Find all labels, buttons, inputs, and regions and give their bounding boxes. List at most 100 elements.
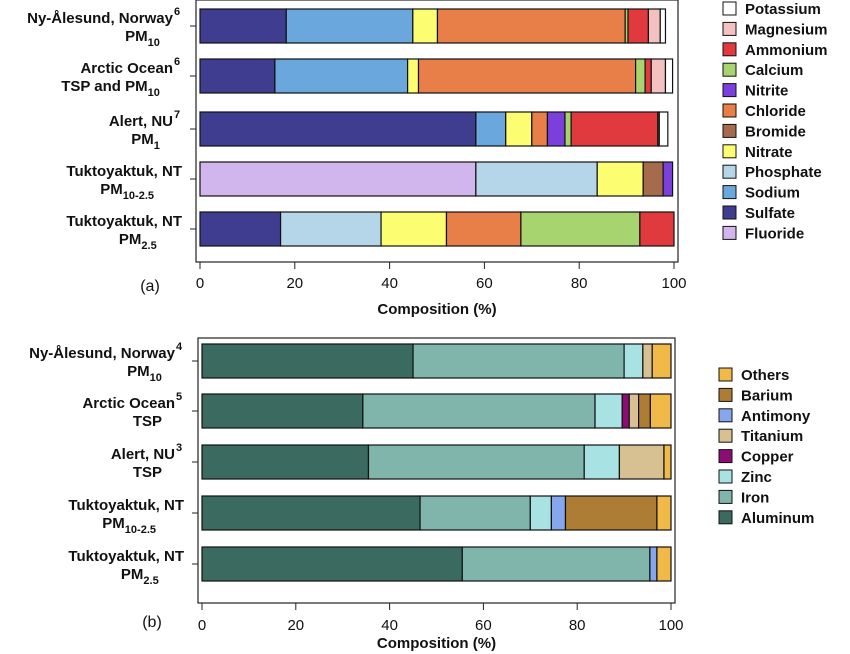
bar-segment-potassium xyxy=(664,58,674,94)
category-label-line2: PM xyxy=(102,515,125,532)
category-label-line1: Tuktoyaktuk, NT xyxy=(68,548,184,565)
category-label-subscript: 10 xyxy=(150,372,162,384)
legend-label-sodium: Sodium xyxy=(745,185,800,202)
legend-label-nitrite: Nitrite xyxy=(745,83,788,100)
bar-segment-aluminum xyxy=(201,343,414,379)
bar-segment-sodium xyxy=(475,111,507,147)
legend-label-zinc: Zinc xyxy=(741,469,772,486)
legend-swatch-chloride xyxy=(722,103,737,118)
bar-segment-aluminum xyxy=(201,495,421,531)
category-label-subscript: 10-2.5 xyxy=(123,190,154,202)
legend-swatch-fluoride xyxy=(722,225,737,240)
legend-swatch-antimony xyxy=(718,408,733,423)
legend-swatch-barium xyxy=(718,387,733,402)
bar-segment-iron xyxy=(412,343,625,379)
bar-segment-antimony xyxy=(550,495,567,531)
bar-segment-iron xyxy=(419,495,531,531)
x-tick-label: 100 xyxy=(661,275,686,292)
bar-segment-zinc xyxy=(529,495,553,531)
bar-segment-sulfate xyxy=(199,58,276,94)
category-label-line1: Tuktoyaktuk, NT xyxy=(66,213,182,230)
legend-swatch-titanium xyxy=(718,428,733,443)
x-tick-label: 60 xyxy=(476,275,493,292)
x-axis-title: Composition (%) xyxy=(377,301,496,318)
bar-segment-nitrate xyxy=(380,211,448,247)
legend-label-ammonium: Ammonium xyxy=(745,42,828,59)
x-tick-label: 0 xyxy=(198,617,206,634)
bar-segment-nitrate xyxy=(407,58,420,94)
plot-frame xyxy=(195,0,679,263)
category-label-line2: PM xyxy=(100,181,123,198)
bar-segment-sodium xyxy=(274,58,409,94)
x-tick-label: 0 xyxy=(196,275,204,292)
category-label-superscript: 4 xyxy=(176,341,183,353)
bar-segment-chloride xyxy=(445,211,522,247)
category-label-superscript: 7 xyxy=(174,109,180,121)
category-label-line1: Tuktoyaktuk, NT xyxy=(68,497,184,514)
bar-segment-chloride xyxy=(436,8,626,44)
bar-segment-phosphate xyxy=(279,211,382,247)
bar-segment-sulfate xyxy=(199,8,287,44)
bar-segment-others xyxy=(663,444,672,480)
bar-segment-calcium xyxy=(520,211,641,247)
bar-segment-aluminum xyxy=(201,393,364,429)
legend-swatch-aluminum xyxy=(718,510,733,525)
bar-segment-chloride xyxy=(417,58,637,94)
panel-label: (a) xyxy=(140,278,160,295)
legend-swatch-sulfate xyxy=(722,205,737,220)
x-tick-label: 40 xyxy=(381,275,398,292)
category-label-subscript: 10 xyxy=(148,37,160,49)
x-tick-label: 20 xyxy=(286,275,303,292)
category-label-subscript: 1 xyxy=(154,140,160,152)
bar-segment-magnesium xyxy=(650,58,667,94)
legend-label-aluminum: Aluminum xyxy=(741,510,814,527)
legend-label-titanium: Titanium xyxy=(741,428,803,445)
category-label-superscript: 6 xyxy=(174,56,180,68)
legend-label-barium: Barium xyxy=(741,387,793,404)
legend-swatch-sodium xyxy=(722,185,737,200)
panel-b: 0 20 40 60 80 100 Composition (%) (b) Ny-Ålesund… xyxy=(29,337,814,652)
category-label-line2: TSP xyxy=(133,464,162,481)
bar-segment-fluoride xyxy=(199,161,477,197)
bar-segment-ammonium xyxy=(639,211,675,247)
legend-swatch-iron xyxy=(718,489,733,504)
legend-label-sulfate: Sulfate xyxy=(745,205,795,222)
bar-segment-others xyxy=(651,343,672,379)
x-tick-label: 100 xyxy=(658,617,683,634)
bar-segment-phosphate xyxy=(475,161,598,197)
category-label-line2: PM xyxy=(121,566,144,583)
category-label-subscript: 2.5 xyxy=(141,240,156,252)
bar-segment-ammonium xyxy=(570,111,659,147)
category-label-line1: Arctic Ocean xyxy=(80,60,173,77)
bar-segment-zinc xyxy=(583,444,621,480)
bar-segment-magnesium xyxy=(647,8,661,44)
legend-swatch-zinc xyxy=(718,469,733,484)
x-tick-label: 40 xyxy=(381,617,398,634)
bar-segment-others xyxy=(649,393,672,429)
legend-swatch-others xyxy=(718,367,733,382)
legend-label-phosphate: Phosphate xyxy=(745,164,822,181)
category-label-line2: TSP xyxy=(133,413,162,430)
legend-swatch-potassium xyxy=(722,1,737,16)
legend-label-chloride: Chloride xyxy=(745,103,806,120)
bar-segment-nitrite xyxy=(546,111,566,147)
bar-segment-nitrate xyxy=(596,161,644,197)
category-label-line1: Ny-Ålesund, Norway xyxy=(27,10,174,27)
category-label-superscript: 3 xyxy=(176,442,182,454)
bar-segment-antimony xyxy=(649,546,658,582)
category-label-subscript: 2.5 xyxy=(143,575,158,587)
legend-swatch-bromide xyxy=(722,123,737,138)
x-tick-label: 20 xyxy=(287,617,304,634)
bar-segment-calcium xyxy=(564,111,572,147)
category-label-subscript: 10 xyxy=(148,87,160,99)
legend-label-nitrate: Nitrate xyxy=(745,144,793,161)
category-label-line2: PM xyxy=(119,231,142,248)
category-label-line2: PM xyxy=(131,131,154,148)
bar-segment-iron xyxy=(461,546,651,582)
legend-swatch-nitrate xyxy=(722,144,737,159)
bar-segment-chloride xyxy=(531,111,549,147)
bar-segment-iron xyxy=(362,393,596,429)
legend-swatch-nitrite xyxy=(722,83,737,98)
category-label-line1: Ny-Ålesund, Norway xyxy=(29,345,176,362)
